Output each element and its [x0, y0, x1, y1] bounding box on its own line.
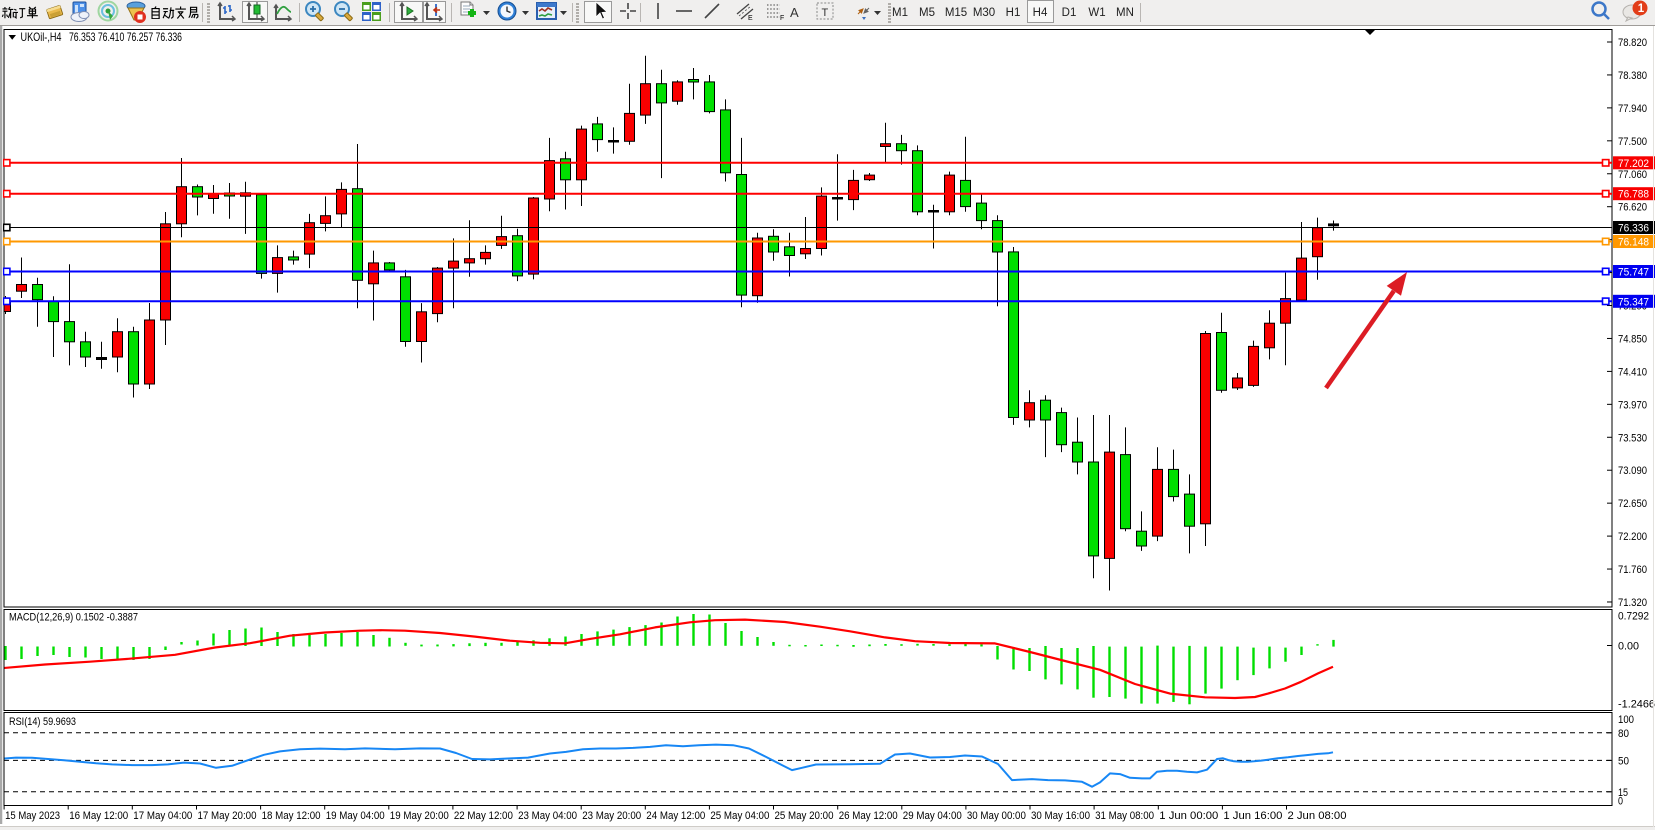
svg-text:30 May 00:00: 30 May 00:00 — [967, 810, 1026, 822]
svg-text:1 Jun 00:00: 1 Jun 00:00 — [1159, 810, 1218, 822]
svg-text:24 May 12:00: 24 May 12:00 — [646, 810, 705, 822]
svg-text:19 May 20:00: 19 May 20:00 — [390, 810, 449, 822]
svg-text:1 Jun 16:00: 1 Jun 16:00 — [1223, 810, 1282, 822]
svg-text:76.336: 76.336 — [1618, 223, 1649, 235]
svg-text:T: T — [822, 7, 829, 19]
svg-text:73.970: 73.970 — [1618, 399, 1647, 411]
svg-text:26 May 12:00: 26 May 12:00 — [839, 810, 898, 822]
svg-text:76.353 76.410 76.257 76.336: 76.353 76.410 76.257 76.336 — [69, 30, 182, 44]
svg-text:0.7292: 0.7292 — [1618, 611, 1649, 623]
svg-text:0.00: 0.00 — [1618, 641, 1639, 653]
svg-text:71.320: 71.320 — [1618, 597, 1647, 609]
svg-text:72.200: 72.200 — [1618, 531, 1647, 543]
svg-text:75.347: 75.347 — [1618, 296, 1649, 308]
svg-text:78.820: 78.820 — [1618, 37, 1647, 49]
svg-text:E: E — [748, 15, 753, 22]
svg-text:75.747: 75.747 — [1618, 267, 1649, 279]
svg-text:74.410: 74.410 — [1618, 366, 1647, 378]
svg-text:77.940: 77.940 — [1618, 103, 1647, 115]
svg-text:50: 50 — [1618, 755, 1629, 767]
svg-text:77.202: 77.202 — [1618, 158, 1649, 170]
svg-text:1: 1 — [1638, 3, 1645, 15]
svg-text:73.090: 73.090 — [1618, 465, 1647, 477]
svg-text:29 May 04:00: 29 May 04:00 — [903, 810, 962, 822]
svg-text:72.650: 72.650 — [1618, 498, 1647, 510]
svg-text:23 May 04:00: 23 May 04:00 — [518, 810, 577, 822]
svg-text:74.850: 74.850 — [1618, 333, 1647, 345]
svg-text:17 May 04:00: 17 May 04:00 — [133, 810, 192, 822]
svg-text:15 May 2023: 15 May 2023 — [5, 810, 60, 822]
svg-text:UKOil-,H4: UKOil-,H4 — [21, 30, 62, 44]
svg-text:78.380: 78.380 — [1618, 70, 1647, 82]
svg-text:30 May 16:00: 30 May 16:00 — [1031, 810, 1090, 822]
svg-text:23 May 20:00: 23 May 20:00 — [582, 810, 641, 822]
svg-text:77.500: 77.500 — [1618, 136, 1647, 148]
svg-text:71.760: 71.760 — [1618, 564, 1647, 576]
svg-text:F: F — [780, 15, 784, 22]
svg-text:17 May 20:00: 17 May 20:00 — [198, 810, 257, 822]
svg-text:100: 100 — [1618, 714, 1634, 726]
svg-text:76.148: 76.148 — [1618, 237, 1649, 249]
svg-text:19 May 04:00: 19 May 04:00 — [326, 810, 385, 822]
svg-text:18 May 12:00: 18 May 12:00 — [262, 810, 321, 822]
svg-text:25 May 20:00: 25 May 20:00 — [775, 810, 834, 822]
svg-text:76.620: 76.620 — [1618, 202, 1647, 214]
svg-text:80: 80 — [1618, 728, 1629, 740]
svg-text:0: 0 — [1618, 796, 1623, 808]
svg-text:15: 15 — [1618, 787, 1628, 799]
svg-text:-1.2466: -1.2466 — [1618, 699, 1655, 711]
svg-text:31 May 08:00: 31 May 08:00 — [1095, 810, 1154, 822]
svg-text:RSI(14) 59.9693: RSI(14) 59.9693 — [9, 716, 76, 728]
svg-text:77.060: 77.060 — [1618, 169, 1647, 181]
svg-text:2 Jun 08:00: 2 Jun 08:00 — [1288, 810, 1347, 822]
svg-text:25 May 04:00: 25 May 04:00 — [710, 810, 769, 822]
svg-text:76.788: 76.788 — [1618, 189, 1649, 201]
svg-text:16 May 12:00: 16 May 12:00 — [69, 810, 128, 822]
svg-text:MACD(12,26,9) 0.1502 -0.3887: MACD(12,26,9) 0.1502 -0.3887 — [9, 612, 138, 624]
svg-text:73.530: 73.530 — [1618, 432, 1647, 444]
svg-text:22 May 12:00: 22 May 12:00 — [454, 810, 513, 822]
